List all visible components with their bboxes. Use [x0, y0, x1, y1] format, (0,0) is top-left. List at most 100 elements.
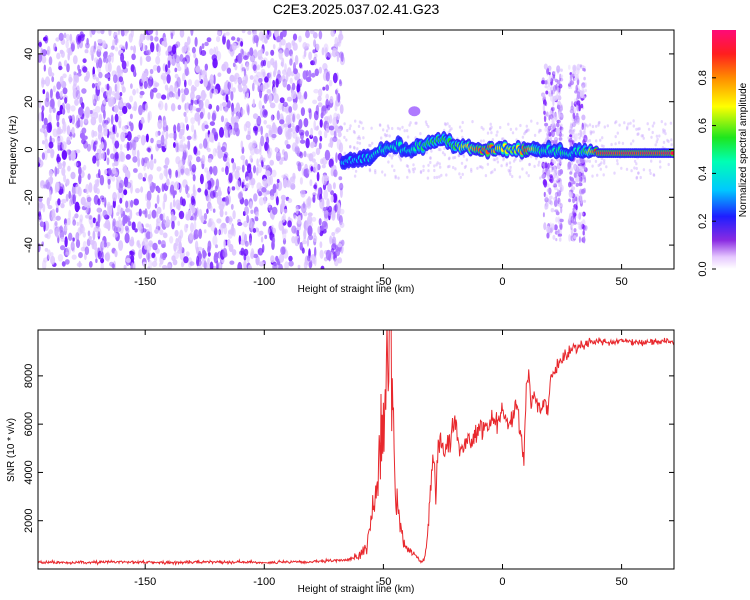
noise-speck — [171, 44, 177, 55]
noise-speck — [283, 151, 288, 162]
noise-speck — [236, 37, 240, 42]
trace-halo-speck — [667, 162, 670, 167]
noise-speck — [237, 192, 243, 200]
noise-speck — [226, 67, 232, 74]
trace-halo-speck — [398, 127, 402, 131]
trace-halo-speck — [419, 132, 422, 136]
noise-speck — [162, 200, 166, 210]
noise-speck — [274, 147, 279, 153]
noise-speck — [207, 147, 211, 153]
noise-speck — [199, 111, 204, 119]
trace-halo-speck — [394, 176, 397, 180]
band-speck — [557, 233, 563, 237]
band-speck — [575, 177, 580, 183]
noise-speck — [103, 128, 108, 137]
noise-speck — [328, 79, 333, 87]
noise-speck — [68, 232, 73, 241]
noise-speck — [38, 213, 42, 221]
noise-speck — [78, 174, 82, 185]
noise-speck — [96, 30, 102, 34]
band-speck — [559, 73, 562, 82]
noise-speck — [231, 158, 235, 164]
noise-speck — [284, 261, 289, 269]
noise-speck — [301, 203, 307, 214]
noise-speck — [81, 138, 86, 145]
trace-halo-speck — [635, 127, 638, 131]
noise-speck — [114, 140, 120, 149]
noise-speck — [104, 73, 111, 79]
trace-halo-speck — [368, 168, 372, 172]
noise-speck — [316, 125, 319, 130]
noise-speck — [86, 238, 91, 247]
noise-speck — [301, 240, 307, 245]
noise-speck — [60, 203, 65, 209]
noise-speck — [152, 242, 158, 251]
y-tick-label: -40 — [23, 237, 35, 253]
trace-halo-speck — [602, 144, 605, 148]
noise-speck — [313, 255, 317, 267]
noise-speck — [55, 91, 60, 100]
colorbar: 0.00.20.40.60.8 Normalized spectral ampl… — [697, 30, 749, 277]
band-speck — [553, 171, 557, 179]
band-speck — [569, 80, 575, 86]
noise-speck — [79, 214, 84, 222]
noise-speck — [109, 261, 115, 267]
trace-halo-speck — [667, 139, 670, 144]
noise-speck — [265, 51, 269, 56]
noise-speck — [154, 228, 159, 234]
noise-speck — [288, 260, 294, 267]
noise-speck — [246, 214, 250, 224]
noise-speck — [223, 84, 229, 94]
trace-halo-speck — [629, 142, 633, 146]
noise-speck — [173, 124, 177, 134]
noise-speck — [79, 132, 86, 139]
trace-halo-speck — [552, 132, 556, 136]
trace-halo-speck — [440, 173, 443, 177]
band-speck — [546, 67, 550, 75]
noise-speck — [257, 247, 264, 256]
noise-speck — [337, 92, 341, 103]
trace-halo-speck — [638, 127, 641, 131]
noise-speck — [297, 264, 301, 269]
noise-speck — [114, 250, 118, 258]
noise-speck — [108, 97, 113, 107]
trace-halo-speck — [489, 122, 492, 126]
colorbar-tick-label: 0.2 — [697, 214, 709, 229]
noise-speck — [264, 141, 269, 151]
noise-speck — [218, 203, 224, 211]
trace-halo-speck — [482, 139, 485, 143]
noise-speck — [210, 190, 216, 199]
noise-speck — [229, 129, 234, 136]
noise-speck — [325, 71, 330, 82]
noise-speck — [289, 58, 293, 66]
band-speck — [580, 103, 584, 109]
trace-halo-speck — [398, 156, 402, 160]
noise-speck — [231, 106, 235, 118]
noise-speck — [175, 169, 179, 178]
noise-speck — [285, 114, 291, 125]
trace-halo-speck — [406, 175, 409, 179]
trace-halo-speck — [537, 130, 541, 134]
noise-speck — [283, 123, 288, 128]
noise-speck — [247, 130, 251, 136]
noise-speck — [303, 237, 306, 242]
trace-halo-speck — [343, 135, 346, 139]
noise-speck — [249, 47, 254, 57]
band-speck — [548, 74, 552, 83]
noise-speck — [138, 249, 143, 260]
trace-halo-speck — [616, 131, 619, 135]
noise-speck — [322, 63, 328, 71]
noise-speck — [88, 214, 94, 225]
noise-speck — [322, 86, 326, 91]
trace-halo-speck — [415, 121, 418, 125]
noise-speck — [106, 157, 110, 166]
noise-speck — [46, 122, 52, 133]
noise-speck — [173, 131, 177, 141]
noise-speck — [298, 35, 302, 43]
noise-speck — [98, 113, 103, 124]
trace-halo-speck — [515, 127, 518, 131]
trace-halo-speck — [411, 167, 415, 171]
noise-speck — [54, 220, 58, 227]
trace-halo-speck — [519, 123, 522, 128]
